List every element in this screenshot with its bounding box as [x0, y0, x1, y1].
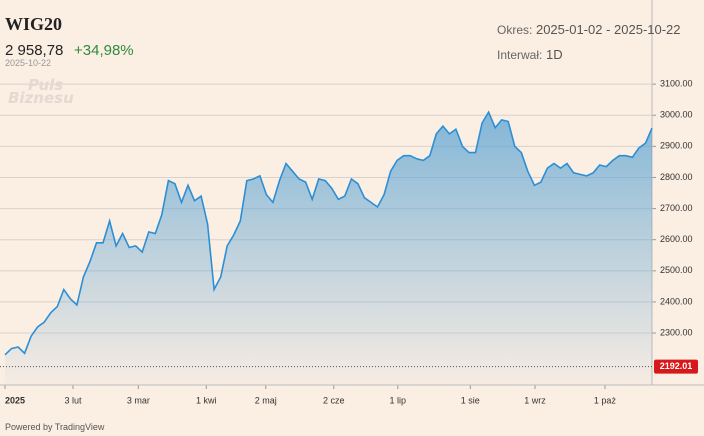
- y-tick-label: 2800.00: [660, 172, 693, 182]
- change: +34,98%: [74, 42, 134, 59]
- period-label: Okres:: [497, 23, 533, 37]
- baseline-label: 2192.01: [660, 361, 693, 371]
- footer: Powered by TradingView: [5, 422, 105, 432]
- x-tick-label: 3 lut: [64, 395, 82, 405]
- x-tick-label: 1 kwi: [196, 395, 217, 405]
- interval-value: 1D: [545, 47, 563, 62]
- area-fill: [5, 112, 652, 385]
- y-tick-label: 3100.00: [660, 79, 693, 89]
- y-tick-label: 2900.00: [660, 141, 693, 151]
- x-tick-label: 2025: [5, 395, 25, 405]
- interval: Interwał: 1D: [497, 47, 563, 62]
- y-tick-label: 3000.00: [660, 110, 693, 120]
- watermark-line: Puls: [28, 76, 64, 94]
- y-tick-label: 2700.00: [660, 203, 693, 213]
- y-tick-label: 2500.00: [660, 265, 693, 275]
- watermark: Puls Biznesu: [8, 76, 74, 106]
- watermark-line: Biznesu: [8, 89, 74, 107]
- baseline-tag: [654, 359, 698, 374]
- x-tick-label: 2 maj: [255, 395, 277, 405]
- x-tick-label: 2 cze: [323, 395, 345, 405]
- period-value: 2025-01-02 - 2025-10-22: [535, 22, 681, 37]
- y-tick-label: 2600.00: [660, 234, 693, 244]
- y-tick-label: 2300.00: [660, 327, 693, 337]
- x-tick-label: 1 wrz: [524, 395, 546, 405]
- y-tick-label: 2400.00: [660, 296, 693, 306]
- price: 2 958,78: [5, 42, 64, 59]
- interval-label: Interwał:: [497, 48, 543, 62]
- date: 2025-10-22: [5, 58, 52, 68]
- price-line: [4, 110, 653, 356]
- x-tick-label: 3 mar: [127, 395, 150, 405]
- title: WIG20: [5, 14, 63, 34]
- x-tick-label: 1 lip: [390, 395, 407, 405]
- x-tick-label: 1 sie: [461, 395, 480, 405]
- period: Okres: 2025-01-02 - 2025-10-22: [497, 22, 681, 37]
- x-tick-label: 1 paż: [594, 395, 617, 405]
